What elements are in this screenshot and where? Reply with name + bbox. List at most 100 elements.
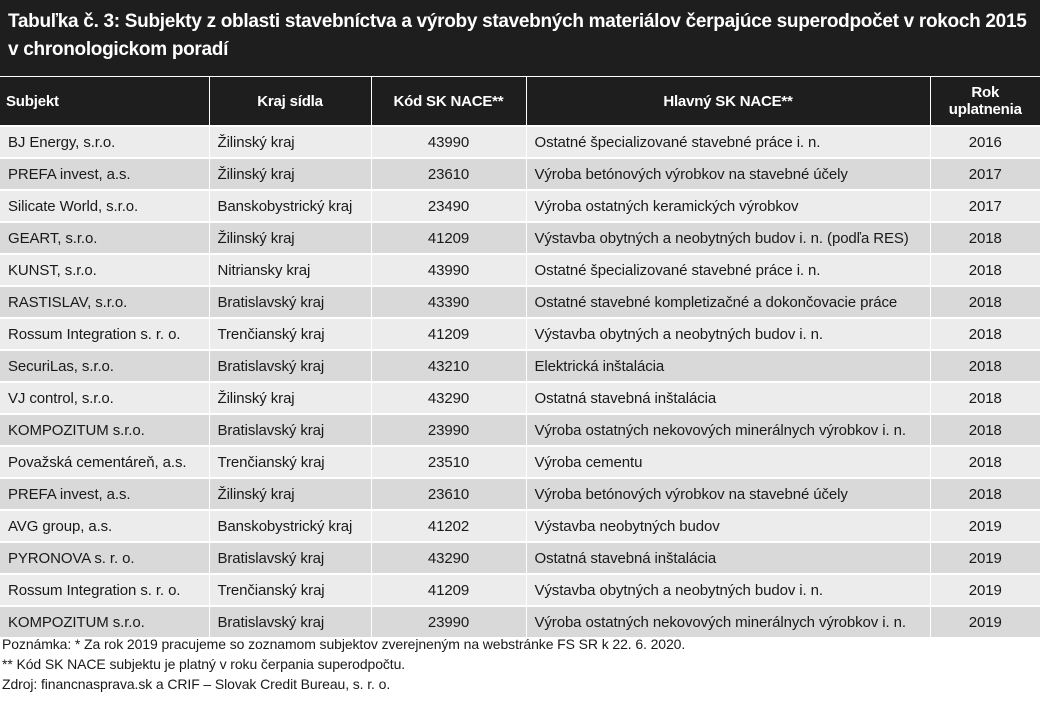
header-year-line2: uplatnenia xyxy=(948,101,1022,118)
note-line1: Poznámka: * Za rok 2019 pracujeme so zoz… xyxy=(2,636,686,652)
table-row: KOMPOZITUM s.r.o. Bratislavský kraj 23990 V… xyxy=(0,413,1040,446)
cell-subject: RASTISLAV, s.r.o. xyxy=(0,285,210,318)
header-main-nace: Hlavný SK NACE** xyxy=(526,77,931,126)
table-row: BJ Energy, s.r.o. Žilinský kraj 43990 Ostat… xyxy=(0,125,1040,158)
cell-code: 43290 xyxy=(371,381,527,414)
cell-region: Banskobystrický kraj xyxy=(209,509,372,542)
header-region: Kraj sídla xyxy=(209,77,372,126)
cell-subject: KOMPOZITUM s.r.o. xyxy=(0,605,210,637)
table-row: AVG group, a.s. Banskobystrický kraj 41202… xyxy=(0,509,1040,542)
cell-main-nace: Výstavba obytných a neobytných budov i. … xyxy=(526,221,931,254)
cell-main-nace: Ostatné stavebné kompletizačné a dokončo… xyxy=(526,285,931,318)
cell-code: 41209 xyxy=(371,573,527,606)
cell-code: 43290 xyxy=(371,541,527,574)
table-header: Subjekt Kraj sídla Kód SK NACE** Hlavný … xyxy=(0,77,1040,126)
cell-region: Žilinský kraj xyxy=(209,381,372,414)
notes: Poznámka: * Za rok 2019 pracujeme so zoz… xyxy=(2,634,685,694)
cell-code: 23610 xyxy=(371,477,527,510)
table-row: KUNST, s.r.o. Nitriansky kraj 43990 Ostatné… xyxy=(0,253,1040,286)
cell-year: 2018 xyxy=(930,253,1040,286)
cell-region: Banskobystrický kraj xyxy=(209,189,372,222)
cell-subject: PREFA invest, a.s. xyxy=(0,157,210,190)
cell-year: 2018 xyxy=(930,381,1040,414)
cell-main-nace: Výstavba neobytných budov xyxy=(526,509,931,542)
table-title-line2: v chronologickom poradí xyxy=(8,39,229,60)
cell-subject: AVG group, a.s. xyxy=(0,509,210,542)
cell-region: Trenčianský kraj xyxy=(209,573,372,606)
cell-year: 2018 xyxy=(930,349,1040,382)
cell-region: Trenčianský kraj xyxy=(209,445,372,478)
cell-main-nace: Výroba betónových výrobkov na stavebné ú… xyxy=(526,157,931,190)
cell-year: 2018 xyxy=(930,317,1040,350)
cell-main-nace: Ostatná stavebná inštalácia xyxy=(526,381,931,414)
cell-year: 2019 xyxy=(930,541,1040,574)
cell-code: 23610 xyxy=(371,157,527,190)
cell-code: 41202 xyxy=(371,509,527,542)
table-row: PREFA invest, a.s. Žilinský kraj 23610 Výro… xyxy=(0,477,1040,510)
cell-main-nace: Výroba ostatných nekovových minerálnych … xyxy=(526,605,931,637)
cell-main-nace: Výroba cementu xyxy=(526,445,931,478)
cell-region: Žilinský kraj xyxy=(209,221,372,254)
cell-year: 2019 xyxy=(930,509,1040,542)
cell-year: 2017 xyxy=(930,189,1040,222)
cell-year: 2019 xyxy=(930,605,1040,637)
cell-subject: PYRONOVA s. r. o. xyxy=(0,541,210,574)
cell-code: 43990 xyxy=(371,125,527,158)
cell-year: 2018 xyxy=(930,221,1040,254)
cell-subject: KUNST, s.r.o. xyxy=(0,253,210,286)
note-line3: Zdroj: financnasprava.sk a CRIF – Slovak… xyxy=(2,676,391,692)
cell-code: 41209 xyxy=(371,317,527,350)
cell-main-nace: Ostatná stavebná inštalácia xyxy=(526,541,931,574)
cell-region: Žilinský kraj xyxy=(209,477,372,510)
header-year: Rok uplatnenia xyxy=(930,77,1040,126)
table-row: PREFA invest, a.s. Žilinský kraj 23610 Výro… xyxy=(0,157,1040,190)
cell-year: 2016 xyxy=(930,125,1040,158)
cell-region: Bratislavský kraj xyxy=(209,285,372,318)
table-row: Rossum Integration s. r. o. Trenčianský k… xyxy=(0,317,1040,350)
cell-year: 2018 xyxy=(930,413,1040,446)
cell-year: 2018 xyxy=(930,477,1040,510)
cell-main-nace: Výstavba obytných a neobytných budov i. … xyxy=(526,317,931,350)
cell-subject: BJ Energy, s.r.o. xyxy=(0,125,210,158)
cell-region: Bratislavský kraj xyxy=(209,541,372,574)
cell-year: 2017 xyxy=(930,157,1040,190)
header-code: Kód SK NACE** xyxy=(371,77,527,126)
cell-main-nace: Výroba betónových výrobkov na stavebné ú… xyxy=(526,477,931,510)
table-row: Rossum Integration s. r. o. Trenčianský k… xyxy=(0,573,1040,606)
cell-code: 23510 xyxy=(371,445,527,478)
cell-main-nace: Ostatné špecializované stavebné práce i.… xyxy=(526,125,931,158)
cell-subject: Rossum Integration s. r. o. xyxy=(0,573,210,606)
cell-subject: Rossum Integration s. r. o. xyxy=(0,317,210,350)
cell-region: Bratislavský kraj xyxy=(209,413,372,446)
cell-code: 23990 xyxy=(371,605,527,637)
table-row: PYRONOVA s. r. o. Bratislavský kraj 43290 O… xyxy=(0,541,1040,574)
cell-code: 43390 xyxy=(371,285,527,318)
cell-main-nace: Ostatné špecializované stavebné práce i.… xyxy=(526,253,931,286)
cell-year: 2019 xyxy=(930,573,1040,606)
cell-subject: KOMPOZITUM s.r.o. xyxy=(0,413,210,446)
cell-main-nace: Výstavba obytných a neobytných budov i. … xyxy=(526,573,931,606)
data-table: Subjekt Kraj sídla Kód SK NACE** Hlavný … xyxy=(0,77,1040,637)
cell-year: 2018 xyxy=(930,445,1040,478)
cell-subject: SecuriLas, s.r.o. xyxy=(0,349,210,382)
table-title: Tabuľka č. 3: Subjekty z oblasti stavebn… xyxy=(0,0,1040,76)
cell-year: 2018 xyxy=(930,285,1040,318)
cell-code: 43210 xyxy=(371,349,527,382)
cell-region: Nitriansky kraj xyxy=(209,253,372,286)
table-row: Považská cementáreň, a.s. Trenčianský kra… xyxy=(0,445,1040,478)
table-row: VJ control, s.r.o. Žilinský kraj 43290 Osta… xyxy=(0,381,1040,414)
cell-region: Bratislavský kraj xyxy=(209,349,372,382)
cell-main-nace: Elektrická inštalácia xyxy=(526,349,931,382)
cell-main-nace: Výroba ostatných keramických výrobkov xyxy=(526,189,931,222)
cell-code: 23990 xyxy=(371,413,527,446)
cell-region: Bratislavský kraj xyxy=(209,605,372,637)
table-body: BJ Energy, s.r.o. Žilinský kraj 43990 Ostat… xyxy=(0,125,1040,637)
table-row: GEART, s.r.o. Žilinský kraj 41209 Výstavba … xyxy=(0,221,1040,254)
cell-subject: Považská cementáreň, a.s. xyxy=(0,445,210,478)
header-year-line1: Rok xyxy=(971,84,1000,101)
cell-code: 41209 xyxy=(371,221,527,254)
cell-region: Žilinský kraj xyxy=(209,125,372,158)
cell-code: 43990 xyxy=(371,253,527,286)
table-row: SecuriLas, s.r.o. Bratislavský kraj 43210 E… xyxy=(0,349,1040,382)
header-subject: Subjekt xyxy=(0,77,210,126)
